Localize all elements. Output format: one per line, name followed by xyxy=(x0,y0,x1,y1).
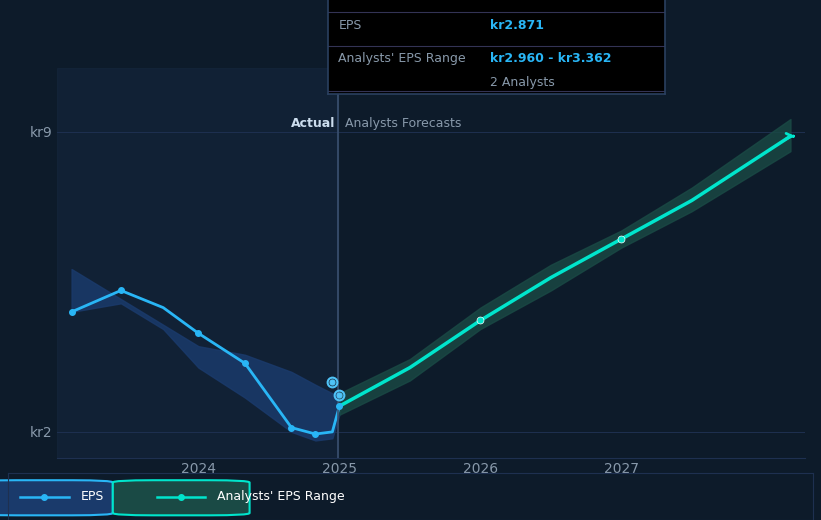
Text: kr2.871: kr2.871 xyxy=(490,19,544,32)
Text: EPS: EPS xyxy=(80,490,104,503)
Text: Actual: Actual xyxy=(291,117,335,130)
Text: Analysts' EPS Range: Analysts' EPS Range xyxy=(218,490,345,503)
FancyBboxPatch shape xyxy=(0,480,112,515)
Text: Analysts' EPS Range: Analysts' EPS Range xyxy=(338,51,466,64)
Bar xyxy=(57,68,338,458)
Text: 2 Analysts: 2 Analysts xyxy=(490,75,555,88)
FancyBboxPatch shape xyxy=(112,480,250,515)
Text: Dec 31 2024: Dec 31 2024 xyxy=(338,0,431,2)
Text: Analysts Forecasts: Analysts Forecasts xyxy=(345,117,461,130)
Text: kr2.960 - kr3.362: kr2.960 - kr3.362 xyxy=(490,51,612,64)
Text: EPS: EPS xyxy=(338,19,362,32)
